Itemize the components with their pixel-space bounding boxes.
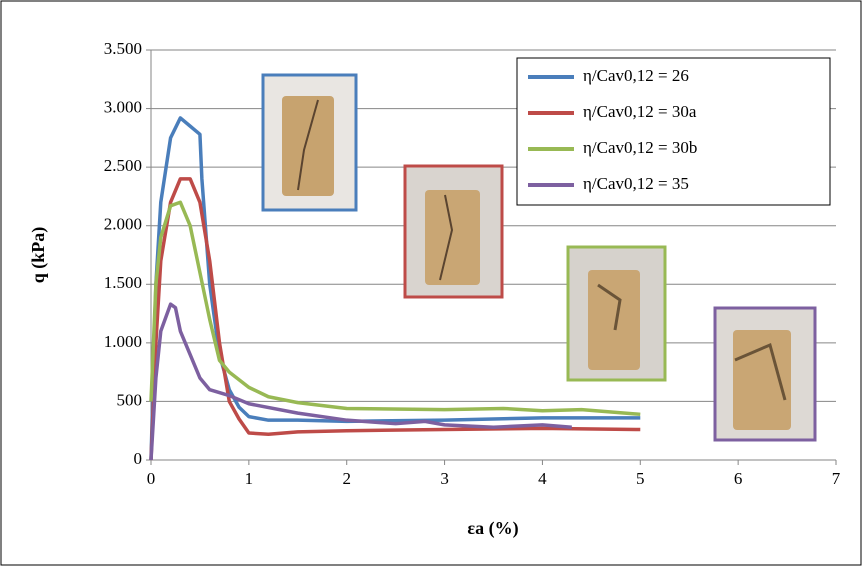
y-tick-label: 1.500 bbox=[104, 273, 142, 292]
y-tick-label: 3.000 bbox=[104, 97, 142, 116]
series-line bbox=[149, 302, 572, 461]
y-tick-label: 2.000 bbox=[104, 215, 142, 234]
y-tick-label: 3.500 bbox=[104, 39, 142, 58]
x-tick-label: 7 bbox=[832, 469, 841, 488]
x-tick-label: 3 bbox=[440, 469, 449, 488]
y-tick-label: 0 bbox=[134, 449, 143, 468]
x-tick-label: 6 bbox=[734, 469, 743, 488]
x-tick-label: 1 bbox=[245, 469, 254, 488]
specimen-photos bbox=[261, 73, 817, 442]
y-tick-label: 2.500 bbox=[104, 156, 142, 175]
y-tick-label: 1.000 bbox=[104, 332, 142, 351]
legend-label: η/Cav0,12 = 30a bbox=[583, 102, 697, 121]
x-tick-label: 4 bbox=[538, 469, 547, 488]
legend-label: η/Cav0,12 = 30b bbox=[583, 138, 697, 157]
x-tick-label: 5 bbox=[636, 469, 645, 488]
y-tick-label: 500 bbox=[117, 390, 143, 409]
legend-label: η/Cav0,12 = 35 bbox=[583, 174, 689, 193]
photo-26 bbox=[261, 73, 358, 212]
legend-box bbox=[516, 57, 831, 206]
photo-30b bbox=[566, 245, 667, 382]
series-line bbox=[149, 200, 641, 417]
photo-35 bbox=[713, 306, 817, 442]
photo-30a bbox=[403, 164, 504, 299]
x-tick-label: 0 bbox=[147, 469, 156, 488]
x-tick-label: 2 bbox=[342, 469, 351, 488]
legend-label: η/Cav0,12 = 26 bbox=[583, 66, 689, 85]
y-axis-title: q (kPa) bbox=[28, 227, 49, 284]
x-axis-title: εa (%) bbox=[467, 518, 518, 539]
